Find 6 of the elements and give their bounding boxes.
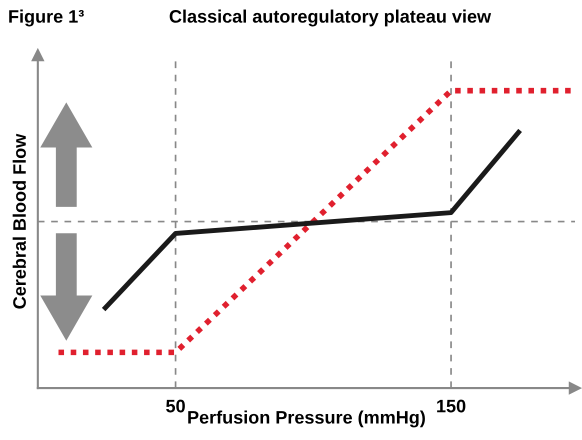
y-axis-title: Cerebral Blood Flow <box>12 134 26 309</box>
x-tick-label: 50 <box>166 400 185 412</box>
chart-title: Classical autoregulatory plateau view <box>170 10 492 26</box>
x-axis-title: Perfusion Pressure (mmHg) <box>188 410 425 428</box>
caption: Figure 1³ <box>9 10 84 26</box>
x-tick-label: 150 <box>437 400 466 412</box>
